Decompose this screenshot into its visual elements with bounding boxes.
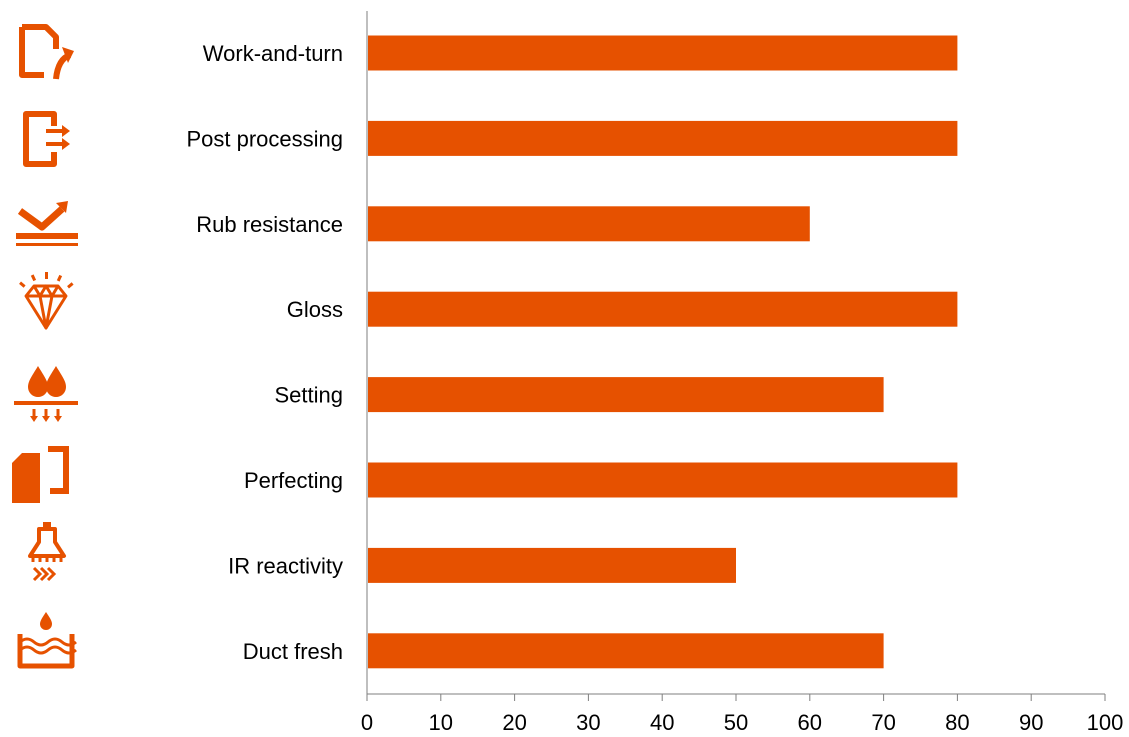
bar-post-processing [368, 120, 958, 156]
rub-resistance-icon [16, 201, 78, 246]
post-processing-icon [23, 111, 70, 167]
duct-fresh-icon [17, 612, 77, 669]
x-tick-label: 100 [1087, 710, 1124, 735]
category-label-setting: Setting [275, 383, 344, 408]
category-label-post-processing: Post processing [186, 126, 343, 151]
bar-setting [368, 377, 884, 413]
perfecting-icon [12, 446, 69, 503]
category-label-ir-reactivity: IR reactivity [228, 553, 343, 578]
bar-ir-reactivity [368, 547, 736, 583]
category-label-gloss: Gloss [287, 297, 343, 322]
x-tick-label: 0 [361, 710, 373, 735]
x-tick-label: 60 [798, 710, 822, 735]
x-tick-label: 30 [576, 710, 600, 735]
x-tick-label: 40 [650, 710, 674, 735]
x-tick-label: 10 [429, 710, 453, 735]
category-label-duct-fresh: Duct fresh [243, 639, 343, 664]
bar-gloss [368, 291, 958, 327]
x-tick-label: 20 [502, 710, 526, 735]
bar-duct-fresh [368, 633, 884, 669]
setting-icon [14, 366, 78, 422]
category-label-rub-resistance: Rub resistance [196, 212, 343, 237]
work-and-turn-icon [19, 24, 74, 80]
gloss-icon [19, 272, 74, 330]
bar-rub-resistance [368, 206, 810, 242]
bar-work-and-turn [368, 35, 958, 71]
category-label-work-and-turn: Work-and-turn [203, 41, 343, 66]
x-tick-label: 50 [724, 710, 748, 735]
category-label-perfecting: Perfecting [244, 468, 343, 493]
bar-perfecting [368, 462, 958, 498]
x-tick-label: 70 [871, 710, 895, 735]
x-tick-label: 90 [1019, 710, 1043, 735]
ir-reactivity-icon [28, 522, 66, 582]
x-tick-label: 80 [945, 710, 969, 735]
